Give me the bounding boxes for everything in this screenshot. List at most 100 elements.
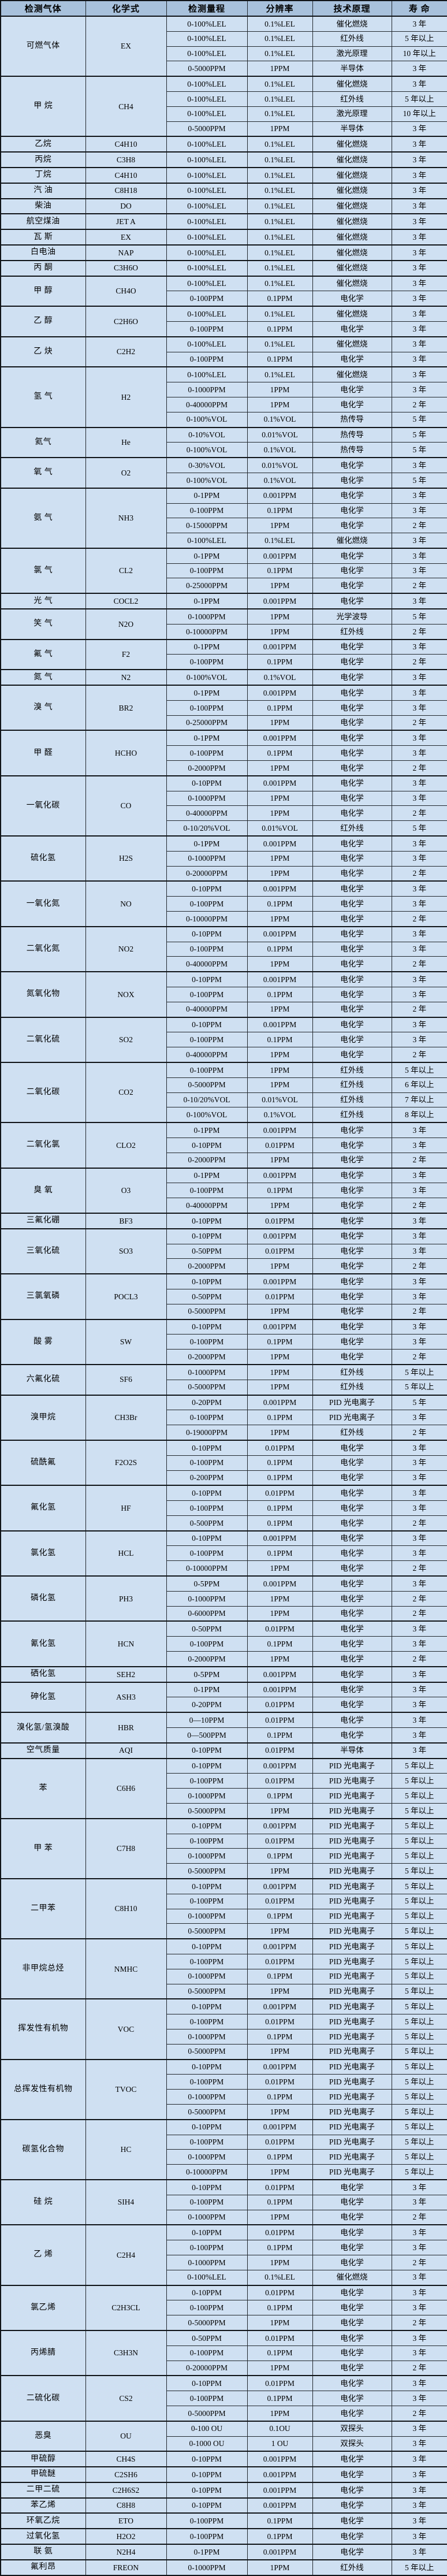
gas-name-cell: 总挥发性有机物 — [0, 2058, 86, 2120]
lifespan-cell: 2 年 — [391, 2360, 447, 2376]
formula-cell: HF — [85, 1485, 167, 1532]
range-cell: 0-100%LEL — [166, 76, 248, 92]
lifespan-cell: 3 年 — [391, 1545, 447, 1562]
principle-cell: 电化学 — [312, 2329, 392, 2346]
resolution-cell: 0.1PPM — [247, 700, 313, 716]
table-row: 0-10/20%VOL 0.01%VOL 红外线 7 年以上 — [1, 1092, 447, 1108]
formula-cell: C3H6O — [85, 259, 167, 277]
lifespan-cell: 3 年 — [391, 1620, 447, 1637]
lifespan-cell: 5 年 — [391, 472, 447, 489]
table-row: 苯 C6H6 0-10PPM 0.001PPM PID 光电离子 5 年以上 — [0, 1757, 447, 1819]
table-row: 0-100PPM 0.1PPM 电化学 3 年 — [1, 1334, 447, 1350]
gas-name-cell: 硫酰氟 — [0, 1439, 86, 1486]
formula-cell: HCN — [85, 1620, 167, 1667]
gas-name-cell: 联 氨 — [0, 2544, 86, 2560]
range-cell: 0-5000PPM — [166, 1077, 248, 1093]
range-cell: 0-19000PPM — [166, 1425, 248, 1441]
range-cell: 0-5000PPM — [166, 1923, 248, 1939]
range-cell: 0-1000PPM — [166, 1788, 248, 1804]
range-cell: 0-2000PPM — [166, 1349, 248, 1365]
gas-name-cell: 三氧化硫 — [0, 1228, 86, 1274]
resolution-cell: 1PPM — [247, 1803, 313, 1819]
lifespan-cell: 5 年以上 — [391, 1923, 447, 1939]
range-cell: 0-100%LEL — [166, 136, 248, 153]
principle-cell: 电化学 — [312, 1681, 392, 1698]
range-cell: 0-100%LEL — [166, 15, 248, 32]
range-cell: 0-1PPM — [166, 2544, 248, 2560]
table-row: 0-100PPM 0.1PPM 电化学 3 年 — [1, 563, 447, 579]
range-cell: 0-40000PPM — [166, 1047, 248, 1063]
gas-name-cell: 航空煤油 — [0, 213, 86, 230]
formula-cell: CH4 — [85, 76, 167, 137]
lifespan-cell: 3 年 — [391, 775, 447, 791]
lifespan-cell: 3 年 — [391, 1666, 447, 1683]
table-row: 柴油 DO 0-100%LEL 0.1%LEL 催化燃烧 3 年 — [0, 198, 447, 214]
lifespan-cell: 5 年以上 — [391, 2134, 447, 2150]
resolution-cell: 1PPM — [247, 2405, 313, 2422]
gas-name-cell: 硅 烷 — [0, 2179, 86, 2225]
resolution-cell: 0.1PPM — [247, 1500, 313, 1516]
principle-cell: PID 光电离子 — [312, 1833, 392, 1849]
principle-cell: 激光原理 — [312, 46, 392, 62]
principle-cell: 红外线 — [312, 1363, 392, 1380]
formula-cell: C2H2 — [85, 336, 167, 367]
lifespan-cell: 5 年以上 — [391, 1893, 447, 1909]
range-cell: 0-1PPM — [166, 730, 248, 746]
resolution-cell: 0.01PPM — [247, 1833, 313, 1849]
gas-name-cell: 二氧化氮 — [0, 925, 86, 972]
lifespan-cell: 3 年 — [391, 1410, 447, 1426]
principle-cell: 电化学 — [312, 1485, 392, 1501]
range-cell: 0-10PPM — [166, 2481, 248, 2499]
principle-cell: PID 光电离子 — [312, 1954, 392, 1969]
lifespan-cell: 3 年 — [391, 1032, 447, 1048]
principle-cell: 半导体 — [312, 121, 392, 137]
range-cell: 0-1000PPM — [166, 382, 248, 397]
range-cell: 0-5000PPM — [166, 61, 248, 77]
principle-cell: PID 光电离子 — [312, 2028, 392, 2045]
range-cell: 0-20PPM — [166, 1697, 248, 1713]
resolution-cell: 0.001PPM — [247, 835, 313, 852]
principle-cell: 电化学 — [312, 790, 392, 806]
resolution-cell: 0.01PPM — [247, 2329, 313, 2346]
formula-cell: COCL2 — [85, 593, 167, 609]
table-row: 0-100PPM 0.1PPM 电化学 3 年 — [1, 1500, 447, 1516]
range-cell: 0-25000PPM — [166, 715, 248, 731]
range-cell: 0-2000PPM — [166, 1258, 248, 1274]
table-row: 0-100%LEL 0.1%LEL 激光原理 10 年以上 — [1, 46, 447, 62]
range-cell: 0-100%LEL — [166, 198, 248, 214]
principle-cell: 电化学 — [312, 2451, 392, 2467]
table-row: 苯乙烯 C8H8 0-10PPM 0.001PPM 电化学 3 年 — [0, 2497, 447, 2514]
range-cell: 0-5000PPM — [166, 121, 248, 137]
gas-name-cell: 空气质量 — [0, 1742, 86, 1759]
lifespan-cell: 3 年 — [391, 2391, 447, 2406]
lifespan-cell: 3 年 — [391, 2240, 447, 2255]
gas-name-cell: 甲硫醇 — [0, 2451, 86, 2467]
range-cell: 0-10PPM — [166, 1318, 248, 1335]
resolution-cell: 1PPM — [247, 1303, 313, 1320]
table-row: 联 氨 N2H4 0-1PPM 0.001PPM 电化学 3 年 — [0, 2544, 447, 2560]
lifespan-cell: 5 年以上 — [391, 1757, 447, 1774]
lifespan-cell: 5 年以上 — [391, 2089, 447, 2105]
gas-name-cell: 光 气 — [0, 593, 86, 609]
lifespan-cell: 5 年以上 — [391, 1817, 447, 1834]
resolution-cell: 0.01PPM — [247, 2179, 313, 2195]
range-cell: 0-40000PPM — [166, 1001, 248, 1018]
range-cell: 0-10PPM — [166, 2497, 248, 2514]
formula-cell: C4H10 — [85, 166, 167, 184]
principle-cell: 电化学 — [312, 2405, 392, 2422]
resolution-cell: 0.01PPM — [247, 2014, 313, 2029]
gas-name-cell: 硫化氢 — [0, 835, 86, 882]
resolution-cell: 1PPM — [247, 518, 313, 534]
range-cell: 0-10PPM — [166, 880, 248, 897]
range-cell: 0-100PPM — [166, 563, 248, 579]
principle-cell: 热传导 — [312, 426, 392, 443]
resolution-cell: 1PPM — [247, 865, 313, 882]
resolution-cell: 0.1PPM — [247, 987, 313, 1002]
table-row: 三氯氧磷 POCL3 0-10PPM 0.001PPM 电化学 3 年 — [0, 1273, 447, 1320]
range-cell: 0-1PPM — [166, 638, 248, 655]
formula-cell: BF3 — [85, 1212, 167, 1229]
table-row: 0-1000PPM 0.1PPM PID 光电离子 5 年以上 — [1, 1788, 447, 1804]
formula-cell: VOC — [85, 1998, 167, 2060]
gas-name-cell: 氢 气 — [0, 366, 86, 428]
range-cell: 0-50PPM — [166, 2329, 248, 2346]
